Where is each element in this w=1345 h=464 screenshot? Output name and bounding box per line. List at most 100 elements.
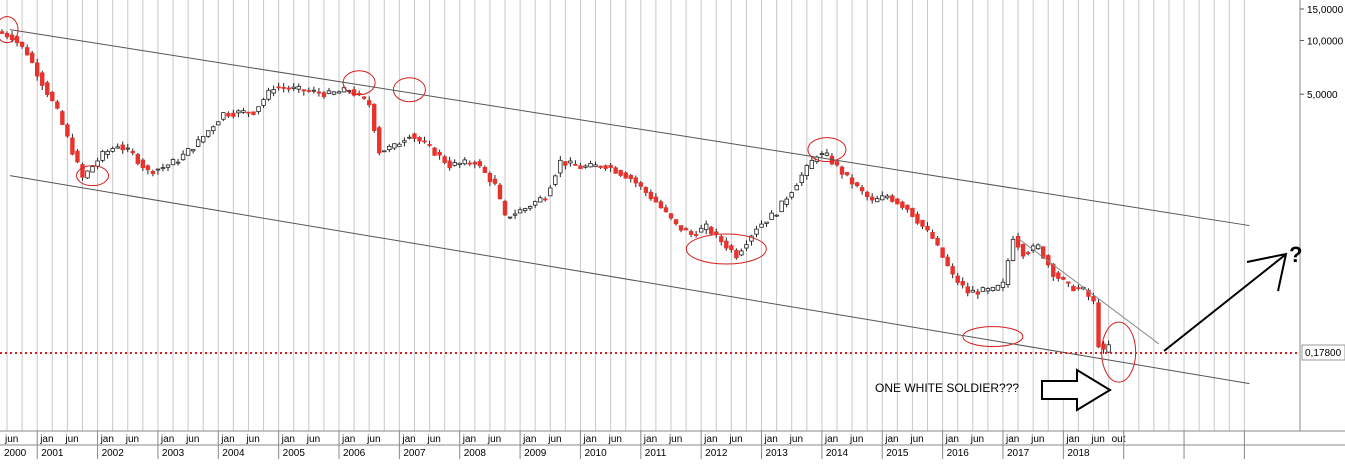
candle (296, 83, 301, 94)
year-label: 2004 (222, 448, 245, 459)
candle-body (799, 174, 804, 184)
candle (658, 199, 664, 209)
month-tick-label: jan (1005, 434, 1019, 445)
candle-body (432, 147, 437, 156)
candle-body (291, 86, 296, 89)
month-tick-label: jan (945, 434, 959, 445)
channel-line (9, 175, 1250, 385)
candle (603, 164, 608, 171)
candle-body (784, 198, 789, 205)
candle-body (638, 182, 644, 187)
candle (593, 161, 598, 167)
candle-body (844, 172, 850, 176)
candle (1076, 284, 1081, 291)
candle (24, 44, 30, 56)
candle-body (709, 226, 714, 235)
candle (301, 89, 306, 96)
candle (90, 166, 95, 173)
candle (221, 112, 226, 122)
candle-body (170, 159, 176, 166)
month-tick-label: jan (884, 434, 898, 445)
candle-body (407, 136, 412, 139)
candle (1005, 258, 1011, 288)
candle-body (688, 231, 694, 235)
month-tick-label: jun (909, 434, 923, 445)
candle-body (286, 87, 291, 90)
candle (1035, 243, 1041, 251)
candle (1025, 251, 1031, 256)
candle (578, 163, 583, 170)
month-tick-label: jun (427, 434, 441, 445)
candle-body (35, 62, 40, 77)
candle (945, 254, 950, 267)
candle-body (507, 216, 513, 219)
candle (170, 158, 176, 166)
candle-body (517, 209, 523, 214)
candle-body (382, 150, 387, 153)
candle-body (1066, 281, 1071, 284)
candle-body (165, 164, 171, 168)
candle-body (216, 121, 221, 126)
year-label: 2014 (826, 448, 849, 459)
candle-body (920, 219, 925, 227)
month-tick-label: out (1112, 434, 1126, 445)
candle (241, 107, 246, 114)
candle (910, 207, 915, 218)
candle (880, 191, 885, 201)
candle-body (915, 213, 920, 224)
candle-body (779, 200, 784, 213)
candle-body (724, 240, 729, 249)
candle (1086, 288, 1091, 301)
year-label: 2018 (1067, 448, 1090, 459)
candle (905, 204, 910, 213)
candle-body (985, 288, 991, 292)
month-tick-label: jan (703, 434, 717, 445)
year-label: 2003 (162, 448, 185, 459)
candle-body (261, 99, 266, 106)
candle-body (663, 207, 669, 213)
candle (261, 97, 266, 108)
candle-body (613, 167, 618, 174)
candle-body (548, 187, 553, 197)
candle-body (698, 227, 704, 233)
candle-body (769, 212, 774, 220)
candle (1020, 243, 1026, 260)
candle-body (764, 221, 769, 224)
candle-body (965, 286, 970, 294)
candle (749, 234, 754, 246)
candle-body (100, 150, 105, 161)
year-label: 2017 (1007, 448, 1030, 459)
candle (231, 109, 236, 119)
candle (955, 273, 960, 286)
candle-body (110, 148, 115, 152)
candle-body (864, 191, 870, 197)
candle (80, 162, 85, 181)
candle (0, 29, 5, 34)
candle-body (50, 91, 55, 102)
candle-body (1010, 238, 1016, 261)
candle-body (472, 161, 478, 165)
candle (195, 135, 201, 148)
candle-body (869, 196, 875, 201)
candle (859, 184, 865, 195)
candle (719, 234, 724, 246)
year-label: 2000 (4, 448, 27, 459)
candle-body (1061, 276, 1066, 280)
candle-body (824, 152, 830, 156)
candle-body (502, 200, 508, 216)
month-tick-label: jun (1090, 434, 1104, 445)
candle-body (276, 86, 281, 89)
candle-body (422, 140, 427, 143)
candle-body (271, 89, 276, 94)
candle-body (905, 204, 910, 210)
month-tick-label: jan (281, 434, 295, 445)
candle-body (200, 135, 206, 143)
candle (175, 158, 181, 166)
candle-body (729, 245, 734, 251)
month-tick-label: jun (970, 434, 984, 445)
candle (548, 185, 553, 197)
candle (774, 214, 779, 217)
year-label: 2015 (886, 448, 909, 459)
candle-body (754, 228, 759, 235)
candle (834, 160, 840, 167)
